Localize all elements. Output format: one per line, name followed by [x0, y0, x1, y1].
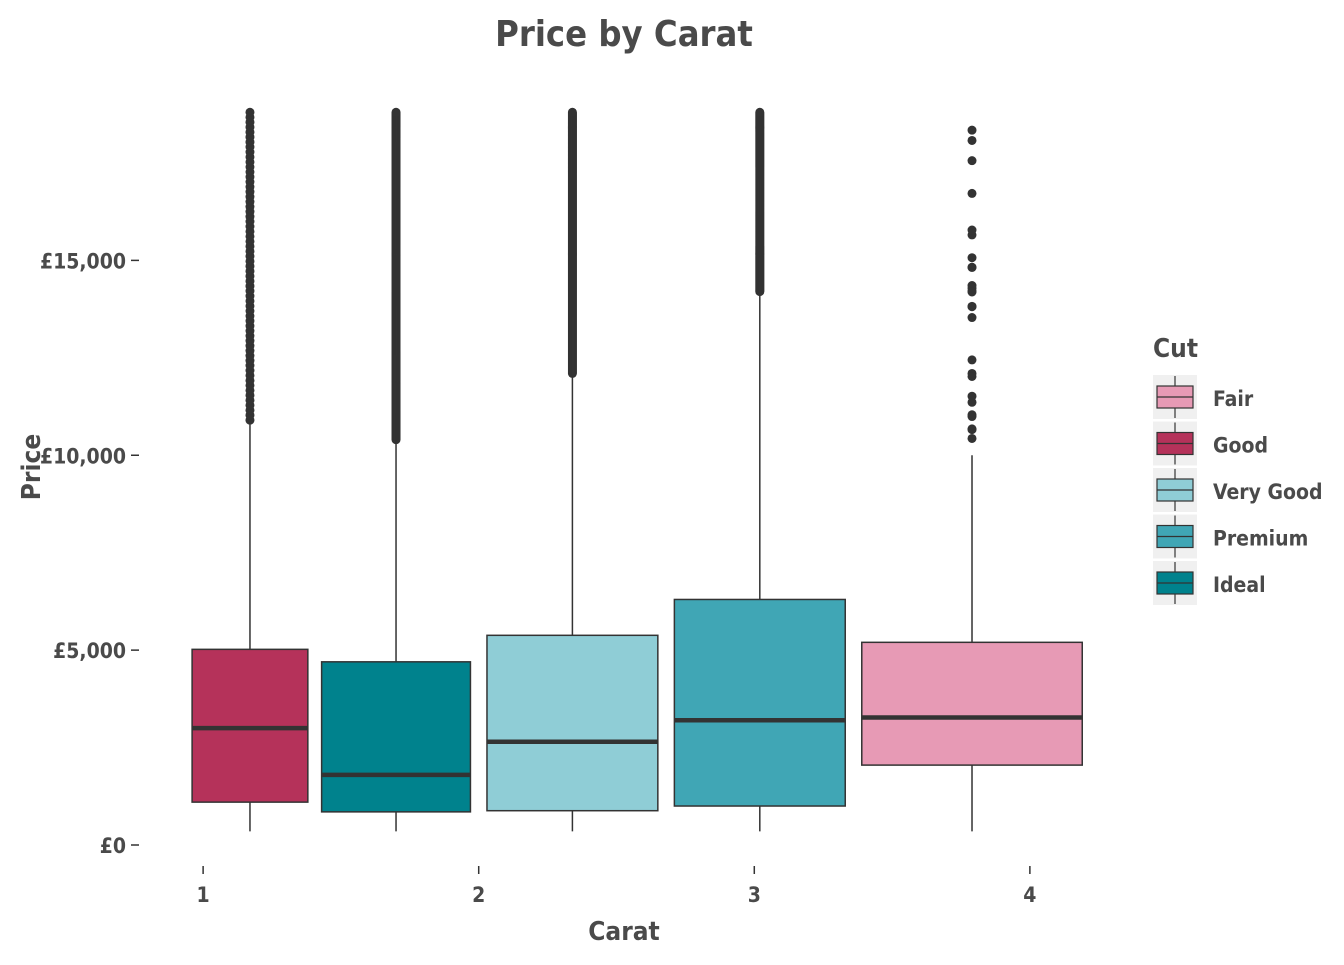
legend-item-very-good: Very Good	[1153, 468, 1323, 512]
outlier-point	[967, 301, 977, 311]
x-tick-label: 4	[1023, 883, 1036, 907]
axes: £0 £5,000 £10,000 £15,000 1 2 3 4	[40, 249, 1037, 907]
outlier-point	[967, 313, 977, 323]
outlier-point	[967, 410, 977, 420]
outlier-point	[245, 107, 255, 117]
y-tick-label: £0	[100, 834, 126, 858]
chart-title: Price by Carat	[495, 14, 753, 55]
y-axis-title: Price	[17, 434, 47, 500]
outlier-point	[967, 371, 977, 381]
x-axis-title: Carat	[588, 917, 659, 947]
box-very-good	[486, 107, 659, 832]
legend-item-premium: Premium	[1153, 514, 1308, 559]
box-body	[673, 598, 846, 807]
legend: Fair Good Very Good Premium Ideal	[1153, 375, 1323, 605]
outlier-point	[967, 156, 977, 166]
x-tick-label: 1	[197, 883, 210, 907]
outlier-point	[967, 125, 977, 135]
box-body	[486, 634, 659, 812]
y-tick-label: £10,000	[40, 444, 126, 468]
outlier-point	[967, 135, 977, 145]
x-tick-label: 2	[472, 883, 485, 907]
box-body	[861, 641, 1083, 766]
plot-area	[191, 107, 1083, 832]
box-body	[320, 661, 472, 813]
outlier-point	[967, 253, 977, 263]
box-good	[191, 107, 309, 832]
outlier-point	[967, 225, 977, 235]
y-tick-label: £5,000	[53, 639, 126, 663]
outlier-point	[967, 188, 977, 198]
outlier-point	[567, 107, 577, 117]
box-body	[191, 648, 309, 803]
legend-label: Fair	[1213, 387, 1254, 411]
legend-item-fair: Fair	[1153, 375, 1254, 419]
outlier-point	[967, 391, 977, 401]
legend-label: Very Good	[1213, 480, 1323, 504]
legend-label: Good	[1213, 434, 1268, 458]
outlier-point	[967, 425, 977, 435]
outlier-point	[967, 287, 977, 297]
outlier-point	[967, 262, 977, 272]
outlier-point	[755, 107, 765, 117]
outlier-point	[967, 355, 977, 365]
y-tick-label: £15,000	[40, 249, 126, 273]
box-premium	[673, 107, 846, 832]
legend-item-ideal: Ideal	[1153, 561, 1266, 605]
x-tick-label: 3	[748, 883, 761, 907]
box-ideal	[320, 107, 472, 832]
legend-label: Ideal	[1213, 573, 1266, 597]
outlier-point	[391, 107, 401, 117]
box-fair	[861, 125, 1083, 832]
legend-label: Premium	[1213, 527, 1308, 551]
legend-title: Cut	[1153, 334, 1198, 364]
legend-item-good: Good	[1153, 421, 1268, 466]
outlier-point	[967, 433, 977, 443]
